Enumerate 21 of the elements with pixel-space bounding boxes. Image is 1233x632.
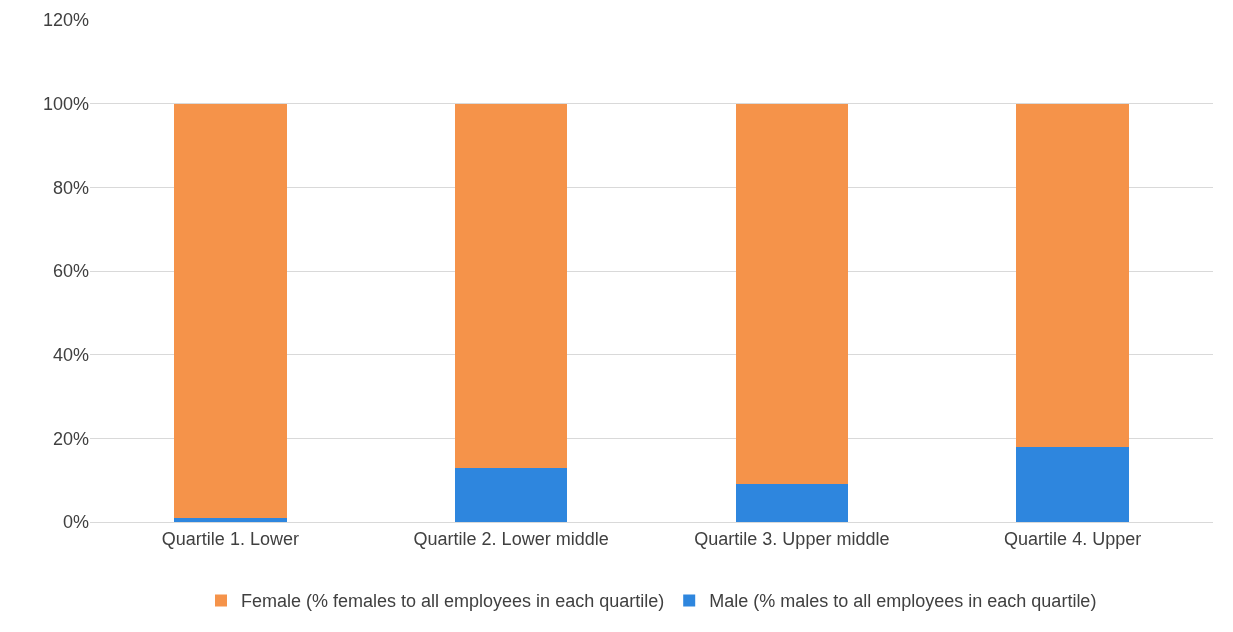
x-tick-label: Quartile 3. Upper middle (694, 528, 890, 549)
bar (454, 467, 568, 522)
bar (1016, 446, 1129, 522)
bar (1016, 103, 1129, 447)
legend-label: Male (% males to all employees in each quartile) (709, 591, 1097, 612)
legend-label: Female (% females to all employees in each quartile) (241, 591, 665, 612)
bar (735, 103, 849, 485)
y-tick-label: 40% (52, 344, 89, 365)
bar (174, 103, 287, 518)
bar (454, 103, 568, 468)
x-tick-label: Quartile 4. Upper (1004, 528, 1142, 549)
y-tick-label: 0% (62, 512, 89, 533)
x-tick-label: Quartile 1. Lower (161, 528, 299, 549)
y-tick-label: 100% (42, 93, 89, 114)
bar (735, 484, 849, 522)
x-tick-label: Quartile 2. Lower middle (413, 528, 609, 549)
y-tick-label: 20% (52, 428, 89, 449)
y-tick-label: 120% (42, 10, 89, 31)
y-tick-label: 60% (52, 261, 89, 282)
bar (174, 517, 287, 522)
y-tick-label: 80% (52, 177, 89, 198)
